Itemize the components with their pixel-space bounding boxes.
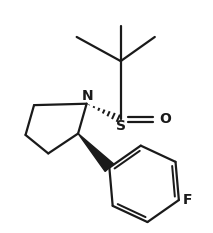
Text: S: S: [116, 120, 126, 134]
Text: F: F: [183, 193, 192, 207]
Text: O: O: [159, 112, 171, 126]
Polygon shape: [78, 134, 114, 171]
Text: N: N: [82, 89, 94, 103]
